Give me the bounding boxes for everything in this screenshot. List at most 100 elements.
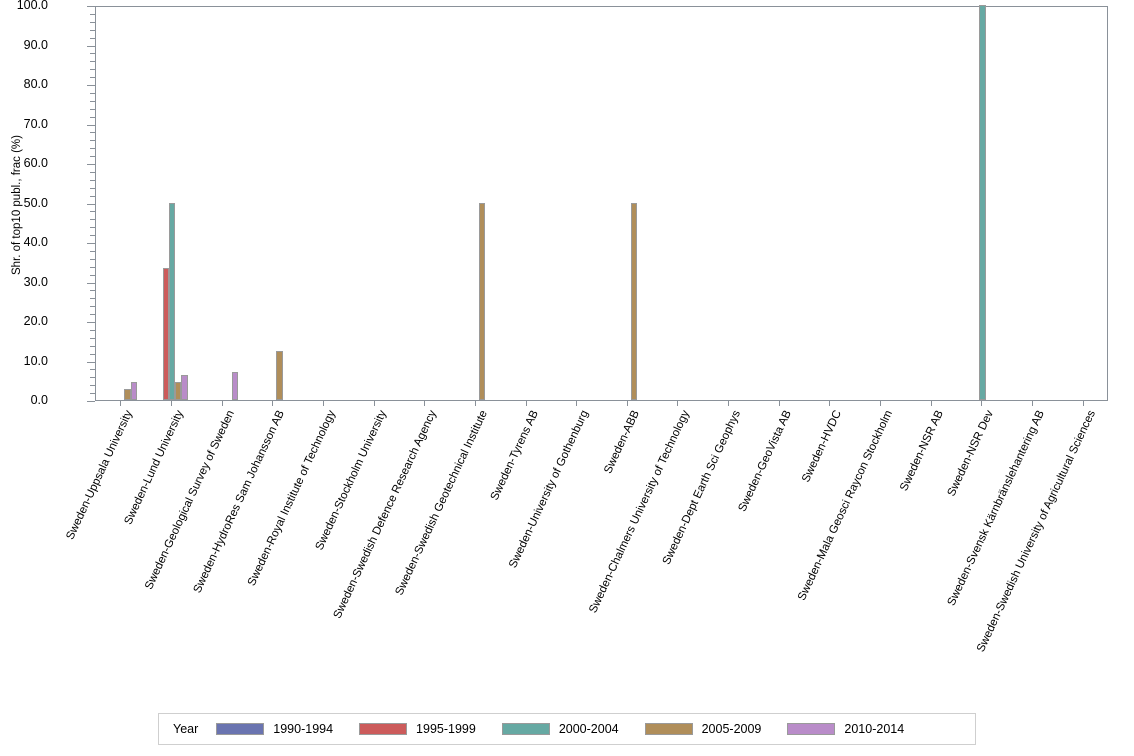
legend-entry[interactable]: 2005-2009 — [644, 722, 762, 736]
y-axis-minor-tick — [90, 108, 95, 110]
x-axis-tick — [525, 401, 527, 406]
y-axis-tick-label: 60.0 — [23, 156, 48, 170]
y-axis-minor-tick — [90, 132, 95, 134]
bars-container — [96, 5, 1107, 400]
x-axis-tick — [677, 401, 679, 406]
y-axis-title-text: Shr. of top10 publ., frac (%) — [11, 135, 23, 275]
bar — [276, 350, 283, 400]
y-axis-tick — [87, 322, 95, 323]
y-axis-minor-tick — [90, 235, 95, 237]
legend-label: 2005-2009 — [701, 722, 762, 736]
bar — [181, 375, 188, 400]
legend-swatch — [644, 723, 693, 735]
x-axis-tick-label: Sweden-NSR AB — [897, 408, 946, 494]
y-axis-minor-tick — [90, 393, 95, 395]
y-axis-tick-label: 70.0 — [23, 116, 48, 131]
x-axis-tick — [1082, 401, 1084, 406]
y-axis-minor-tick — [90, 329, 95, 331]
legend-swatch — [216, 723, 265, 735]
y-axis-minor-tick — [90, 353, 95, 355]
y-axis-minor-tick — [90, 274, 95, 276]
bar — [232, 371, 239, 400]
y-axis-tick-label: 100.0 — [16, 0, 48, 12]
x-axis-tick — [829, 401, 831, 406]
x-axis-tick — [424, 401, 426, 406]
y-axis-minor-tick — [90, 179, 95, 181]
y-axis-tick-label: 10.0 — [23, 353, 48, 368]
y-axis-minor-tick — [90, 377, 95, 379]
x-axis-tick — [322, 401, 324, 406]
legend-label: 1990-1994 — [273, 722, 334, 736]
y-axis-minor-tick — [90, 140, 95, 142]
y-axis-minor-tick — [90, 219, 95, 221]
legend-swatch — [787, 723, 836, 735]
bar — [630, 202, 638, 400]
y-axis-tick-label: 0.0 — [30, 393, 48, 407]
y-axis-tick-label: 50.0 — [23, 195, 48, 210]
y-axis-minor-tick — [90, 369, 95, 371]
y-axis-minor-tick — [90, 29, 95, 31]
legend-title: Year — [173, 722, 199, 736]
y-axis-tick — [87, 203, 95, 205]
x-axis-tick — [981, 401, 983, 406]
legend-swatch — [501, 723, 550, 735]
y-axis-minor-tick — [90, 13, 95, 15]
bar — [175, 382, 182, 400]
y-axis-minor-tick — [90, 61, 95, 63]
x-axis-tick-label: Sweden-Svensk Kärnbränslehantering AB — [945, 408, 1047, 608]
x-axis-tick-label: Sweden-Swedish University of Agricultura… — [974, 408, 1098, 655]
legend-label: 2000-2004 — [558, 722, 619, 736]
legend-entry[interactable]: 2000-2004 — [501, 722, 619, 736]
legend-entry[interactable]: 1995-1999 — [359, 722, 476, 736]
y-axis-minor-tick — [90, 337, 95, 339]
legend: Year 1990-1994 1995-1999 2000-2004 2005-200… — [158, 713, 976, 745]
y-axis-tick — [87, 6, 95, 7]
x-axis-tick-label: Sweden-Mala Geosci Raycon Stockholm — [796, 408, 896, 603]
y-axis-minor-tick — [90, 77, 95, 79]
y-axis-minor-tick — [90, 116, 95, 118]
x-axis-tick — [170, 401, 172, 406]
x-axis-tick-label: Sweden-Royal Institute of Technology — [245, 408, 338, 588]
x-axis-tick — [221, 401, 223, 406]
x-axis-tick-label: Sweden-HydroRes Sam Johansson AB — [191, 408, 288, 595]
bar — [124, 388, 131, 400]
x-axis-tick — [930, 401, 932, 406]
y-axis-minor-tick — [90, 100, 95, 102]
y-axis-minor-tick — [90, 195, 95, 197]
x-axis-tick-label: Sweden-Swedish Geotechnical Institute — [393, 408, 490, 598]
y-axis-tick — [87, 124, 95, 126]
x-axis-tick — [373, 401, 375, 406]
y-axis-minor-tick — [90, 69, 95, 71]
x-axis-tick — [626, 401, 628, 406]
y-axis-minor-tick — [90, 290, 95, 292]
x-axis-tick-label: Sweden-Chalmers University of Technology — [587, 408, 693, 616]
y-axis-tick-label: 80.0 — [23, 77, 48, 91]
x-axis-tick-label: Sweden-NSR Dev — [946, 408, 997, 499]
x-axis-tick — [728, 401, 730, 406]
plot-area — [95, 5, 1108, 401]
legend-label: 2010-2014 — [844, 722, 905, 736]
x-axis-tick-label: Sweden-Geological Survey of Sweden — [142, 408, 237, 592]
y-axis-minor-tick — [90, 156, 95, 158]
x-axis-tick — [474, 401, 476, 406]
x-axis-tick — [1032, 401, 1034, 406]
legend-entry[interactable]: 2010-2014 — [787, 722, 904, 736]
legend-swatch — [359, 723, 408, 735]
x-axis-tick — [272, 401, 274, 406]
y-axis-minor-tick — [90, 92, 95, 94]
y-axis-minor-tick — [90, 258, 95, 260]
x-axis-tick — [120, 401, 122, 406]
y-axis-minor-tick — [90, 306, 95, 308]
x-axis-tick-label: Sweden-Lund University — [122, 408, 186, 527]
y-axis-minor-tick — [90, 385, 95, 387]
legend-entry[interactable]: 1990-1994 — [216, 722, 333, 736]
bar — [479, 202, 486, 400]
bar — [979, 5, 986, 400]
y-axis-tick — [87, 401, 95, 402]
y-axis-tick-label: 20.0 — [23, 314, 48, 328]
y-axis-tick — [87, 243, 95, 244]
y-axis-minor-tick — [90, 266, 95, 268]
y-axis-tick-label: 90.0 — [23, 37, 48, 52]
bar — [168, 202, 176, 400]
y-axis-tick — [87, 164, 95, 165]
